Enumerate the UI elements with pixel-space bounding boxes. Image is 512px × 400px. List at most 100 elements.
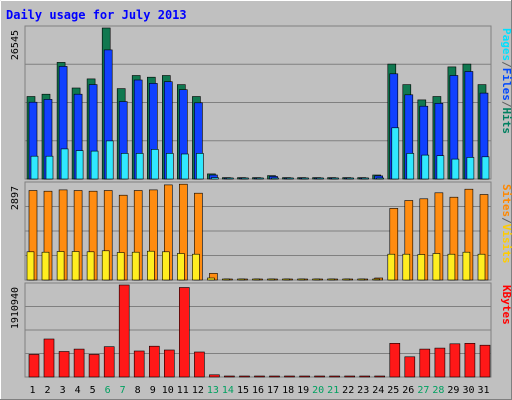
bar-sites-20 xyxy=(312,278,320,281)
bar-sites-1 xyxy=(26,251,35,281)
bar-pages-31 xyxy=(481,156,490,180)
x-tick-label: 13 xyxy=(207,385,219,396)
bar-pages-22 xyxy=(346,177,355,180)
bar-pages-26 xyxy=(406,153,415,180)
bar-kbytes-10 xyxy=(164,349,175,378)
panel-hits-ymax-label: 26545 xyxy=(10,30,21,60)
legend-entry: Visits xyxy=(500,224,512,264)
bar-kbytes-31 xyxy=(479,344,491,378)
bar-sites-17 xyxy=(267,278,275,281)
panel-kbytes: 1910940 KBytes xyxy=(10,282,512,378)
bar-pages-3 xyxy=(60,148,69,180)
x-tick-label: 7 xyxy=(120,385,126,396)
bar-kbytes-8 xyxy=(133,350,145,378)
x-tick-label: 4 xyxy=(75,385,81,396)
bar-pages-25 xyxy=(391,127,400,180)
bar-kbytes-21 xyxy=(329,375,340,378)
bar-pages-2 xyxy=(45,155,54,180)
bar-pages-14 xyxy=(226,177,234,180)
bar-pages-28 xyxy=(436,155,445,180)
x-tick-label: 3 xyxy=(60,385,66,396)
bar-kbytes-28 xyxy=(434,347,446,378)
bar-sites-7 xyxy=(116,252,125,281)
bar-sites-14 xyxy=(222,278,230,281)
bar-pages-18 xyxy=(286,177,294,180)
legend-entry: / xyxy=(500,101,512,108)
bar-pages-6 xyxy=(105,140,114,180)
bar-kbytes-17 xyxy=(269,375,280,378)
bar-sites-4 xyxy=(71,251,80,281)
bar-kbytes-9 xyxy=(149,345,160,378)
bar-sites-24 xyxy=(372,278,381,281)
bar-pages-13 xyxy=(211,177,219,180)
series-files xyxy=(28,49,489,180)
bar-sites-19 xyxy=(297,278,305,281)
bar-pages-15 xyxy=(241,177,249,180)
bar-sites-11 xyxy=(177,253,185,281)
bar-pages-9 xyxy=(151,149,159,180)
bar-kbytes-23 xyxy=(359,375,371,378)
bar-sites-13 xyxy=(207,277,215,281)
bar-sites-2 xyxy=(41,251,50,281)
bar-pages-4 xyxy=(75,150,84,180)
bar-sites-23 xyxy=(357,278,366,281)
bar-pages-23 xyxy=(361,177,370,180)
bar-pages-1 xyxy=(30,155,39,180)
bar-pages-17 xyxy=(271,177,279,180)
bar-sites-5 xyxy=(86,251,95,281)
bar-sites-28 xyxy=(432,253,441,281)
bar-sites-15 xyxy=(237,278,245,281)
bar-kbytes-30 xyxy=(464,342,476,378)
x-tick-label: 15 xyxy=(237,385,249,396)
legend-entry: / xyxy=(500,217,512,224)
x-tick-label: 22 xyxy=(342,385,354,396)
legend-entry: Hits xyxy=(500,108,512,135)
bar-sites-21 xyxy=(327,278,335,281)
x-tick-label: 24 xyxy=(372,385,384,396)
bar-sites-9 xyxy=(147,250,155,281)
bar-sites-29 xyxy=(447,253,456,281)
x-tick-label: 26 xyxy=(402,385,414,396)
x-tick-label: 29 xyxy=(447,385,459,396)
bar-kbytes-18 xyxy=(284,375,295,378)
legend-entry: KBytes xyxy=(500,285,512,325)
bar-pages-7 xyxy=(120,153,129,180)
bar-pages-30 xyxy=(466,157,475,180)
x-tick-label: 19 xyxy=(297,385,309,396)
x-tick-label: 28 xyxy=(432,385,444,396)
panel-kbytes-ymax-label: 1910940 xyxy=(10,287,21,329)
bar-kbytes-19 xyxy=(299,375,310,378)
x-tick-label: 16 xyxy=(252,385,264,396)
bar-kbytes-27 xyxy=(419,348,431,378)
bar-pages-27 xyxy=(421,154,430,180)
bar-kbytes-20 xyxy=(314,375,325,378)
bar-pages-19 xyxy=(301,177,309,180)
bar-sites-8 xyxy=(131,251,140,281)
bar-sites-10 xyxy=(162,251,170,281)
x-tick-label: 25 xyxy=(387,385,399,396)
bar-sites-22 xyxy=(342,278,351,281)
panel-hits-legend: Pages/Files/Hits xyxy=(500,28,512,134)
bar-kbytes-3 xyxy=(58,351,70,378)
bar-kbytes-13 xyxy=(209,374,220,378)
x-tick-label: 31 xyxy=(477,385,489,396)
bar-kbytes-6 xyxy=(103,346,115,378)
x-tick-label: 1 xyxy=(29,385,35,396)
bar-kbytes-14 xyxy=(224,375,235,378)
series-sites xyxy=(26,250,486,281)
bar-kbytes-2 xyxy=(43,338,55,378)
series-pages xyxy=(30,127,490,180)
panel-kbytes-legend: KBytes xyxy=(500,285,512,325)
x-tick-label: 20 xyxy=(312,385,324,396)
x-tick-label: 21 xyxy=(327,385,339,396)
x-tick-label: 30 xyxy=(462,385,474,396)
bar-kbytes-1 xyxy=(28,354,40,378)
bar-kbytes-11 xyxy=(179,287,190,378)
panel-visits: 2897 Sites/Visits xyxy=(10,181,512,281)
bar-sites-16 xyxy=(252,278,260,281)
bar-pages-20 xyxy=(316,177,324,180)
x-tick-label: 6 xyxy=(105,385,111,396)
x-tick-label: 27 xyxy=(417,385,429,396)
x-axis-day-labels: 1 2 3 4 5 6 7 8 9 10 11 12 13 14 15 16 17 18 19 20 21 22 23 24 2… xyxy=(29,385,489,396)
